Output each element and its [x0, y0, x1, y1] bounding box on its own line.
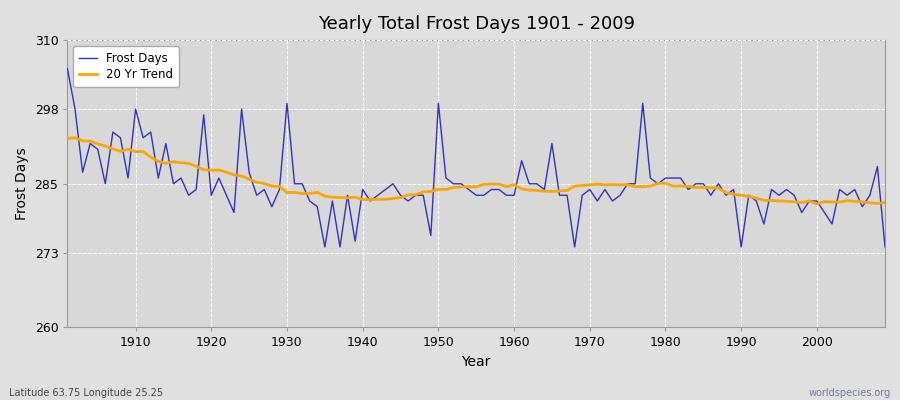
Frost Days: [508, 193, 519, 198]
Frost Days: [608, 199, 618, 204]
Title: Yearly Total Frost Days 1901 - 2009: Yearly Total Frost Days 1901 - 2009: [318, 15, 634, 33]
Frost Days: [122, 176, 133, 180]
Y-axis label: Frost Days: Frost Days: [15, 147, 29, 220]
20 Yr Trend: [62, 136, 73, 141]
20 Yr Trend: [342, 196, 353, 200]
20 Yr Trend: [517, 186, 527, 191]
20 Yr Trend: [69, 135, 80, 140]
Frost Days: [289, 181, 300, 186]
Line: Frost Days: Frost Days: [68, 69, 885, 247]
20 Yr Trend: [508, 182, 519, 187]
Frost Days: [342, 193, 353, 198]
20 Yr Trend: [297, 191, 308, 196]
Text: Latitude 63.75 Longitude 25.25: Latitude 63.75 Longitude 25.25: [9, 388, 163, 398]
Frost Days: [320, 244, 330, 249]
Line: 20 Yr Trend: 20 Yr Trend: [68, 138, 885, 204]
Legend: Frost Days, 20 Yr Trend: Frost Days, 20 Yr Trend: [74, 46, 179, 87]
X-axis label: Year: Year: [462, 355, 490, 369]
20 Yr Trend: [879, 200, 890, 205]
20 Yr Trend: [130, 149, 141, 154]
Frost Days: [879, 244, 890, 249]
Text: worldspecies.org: worldspecies.org: [809, 388, 891, 398]
20 Yr Trend: [608, 182, 618, 187]
Frost Days: [62, 66, 73, 71]
20 Yr Trend: [812, 202, 823, 206]
Frost Days: [517, 158, 527, 163]
